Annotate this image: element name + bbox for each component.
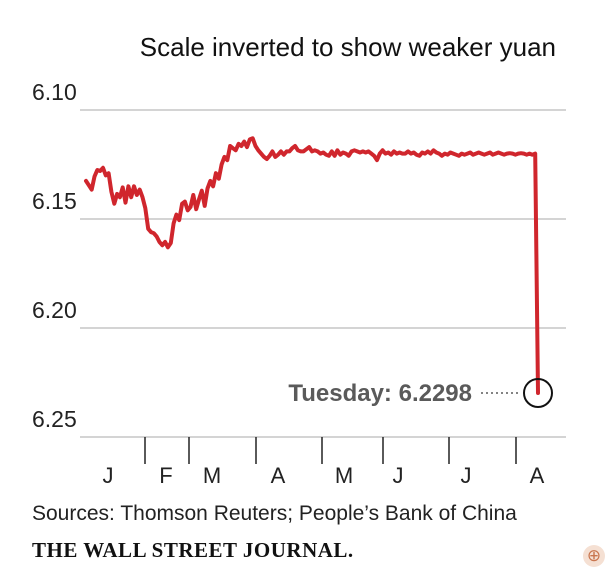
- chart-subtitle: Scale inverted to show weaker yuan: [139, 32, 556, 62]
- x-tick-label: M: [203, 463, 221, 488]
- data-series-line: [84, 136, 540, 395]
- x-tick-label: F: [159, 463, 172, 488]
- annotation-label: Tuesday: 6.2298: [288, 380, 472, 407]
- y-tick-label: 6.20: [32, 297, 77, 323]
- x-tick-label: J: [461, 463, 472, 488]
- x-tick-label: M: [335, 463, 353, 488]
- latest-value-marker: [523, 377, 553, 408]
- y-tick-label: 6.15: [32, 188, 77, 214]
- y-tick-label: 6.25: [32, 406, 77, 432]
- x-tick-label: J: [393, 463, 404, 488]
- x-tick-label: A: [530, 463, 545, 488]
- x-tick-label: A: [271, 463, 286, 488]
- x-tick-label: J: [103, 463, 114, 488]
- sources-note: Sources: Thomson Reuters; People’s Bank …: [32, 502, 517, 525]
- y-tick-label: 6.10: [32, 79, 77, 105]
- zoom-icon[interactable]: ⊕: [583, 545, 605, 567]
- publisher-logo: THE WALL STREET JOURNAL.: [32, 538, 354, 562]
- line-chart: 6.10 6.15 6.20 6.25 J F M A M J J A Tuesday: 6.2298: [32, 79, 566, 488]
